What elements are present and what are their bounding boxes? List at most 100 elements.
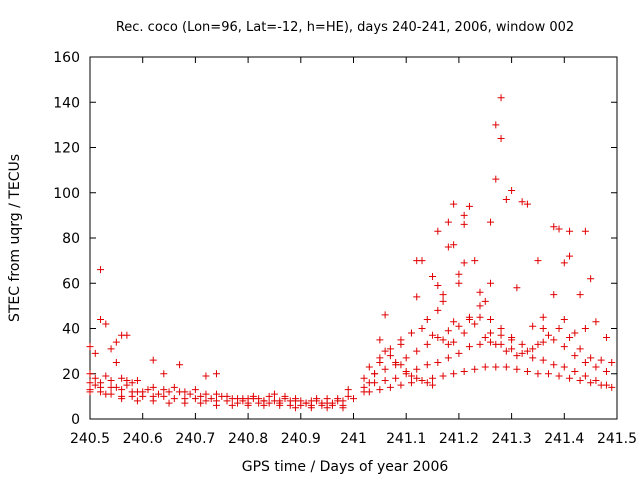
data-point xyxy=(513,365,521,373)
data-point xyxy=(497,134,505,142)
data-point xyxy=(571,352,579,360)
data-point xyxy=(444,354,452,362)
data-point xyxy=(434,306,442,314)
data-point xyxy=(91,349,99,357)
data-point xyxy=(581,358,589,366)
data-point xyxy=(576,345,584,353)
data-point xyxy=(429,331,437,339)
data-point xyxy=(465,343,473,351)
data-point xyxy=(497,94,505,102)
data-point xyxy=(429,381,437,389)
data-point xyxy=(413,347,421,355)
data-point xyxy=(465,202,473,210)
data-point xyxy=(523,200,531,208)
plot-area xyxy=(89,56,618,420)
data-point xyxy=(91,381,99,389)
data-point xyxy=(476,288,484,296)
data-point xyxy=(155,390,163,398)
data-point xyxy=(365,363,373,371)
data-point xyxy=(544,370,552,378)
data-point xyxy=(544,331,552,339)
data-point xyxy=(497,331,505,339)
data-point xyxy=(276,401,284,409)
data-point xyxy=(286,401,294,409)
data-point xyxy=(212,370,220,378)
data-point xyxy=(202,397,210,405)
data-point xyxy=(191,395,199,403)
data-point xyxy=(191,386,199,394)
data-point xyxy=(444,243,452,251)
data-point xyxy=(360,383,368,391)
data-point xyxy=(476,340,484,348)
data-point xyxy=(202,390,210,398)
data-point xyxy=(450,318,458,326)
chart-title: Rec. coco (Lon=96, Lat=-12, h=HE), days … xyxy=(116,20,574,35)
data-point xyxy=(492,363,500,371)
x-tick-label: 241.3 xyxy=(492,431,532,447)
data-point xyxy=(571,329,579,337)
data-point xyxy=(576,377,584,385)
data-point xyxy=(160,370,168,378)
data-point xyxy=(228,401,236,409)
data-point xyxy=(197,399,205,407)
data-point xyxy=(407,379,415,387)
data-point xyxy=(450,338,458,346)
data-point xyxy=(144,386,152,394)
data-point xyxy=(608,358,616,366)
data-point xyxy=(160,392,168,400)
data-point xyxy=(550,336,558,344)
data-point xyxy=(376,336,384,344)
data-point xyxy=(513,352,521,360)
data-point xyxy=(450,241,458,249)
data-point xyxy=(460,211,468,219)
data-point xyxy=(508,186,516,194)
data-point xyxy=(107,377,115,385)
data-point xyxy=(550,223,558,231)
data-point xyxy=(339,404,347,412)
data-point xyxy=(508,336,516,344)
y-axis: 0 20 40 60 80 100 120 140 160 xyxy=(53,50,617,428)
data-point xyxy=(112,383,120,391)
data-points xyxy=(86,94,616,412)
y-tick-label: 80 xyxy=(62,231,80,247)
data-point xyxy=(460,259,468,267)
data-point xyxy=(376,354,384,362)
data-point xyxy=(118,395,126,403)
data-point xyxy=(539,313,547,321)
data-point xyxy=(487,315,495,323)
data-point xyxy=(112,358,120,366)
data-point xyxy=(413,293,421,301)
data-point xyxy=(566,334,574,342)
x-tick-label: 241.2 xyxy=(439,431,479,447)
data-point xyxy=(455,322,463,330)
y-tick-label: 60 xyxy=(62,276,80,292)
data-point xyxy=(297,401,305,409)
data-point xyxy=(592,377,600,385)
data-point xyxy=(186,390,194,398)
data-point xyxy=(228,395,236,403)
data-point xyxy=(602,334,610,342)
data-point xyxy=(566,227,574,235)
data-point xyxy=(249,392,257,400)
data-point xyxy=(534,340,542,348)
data-point xyxy=(86,379,94,387)
data-point xyxy=(118,386,126,394)
data-point xyxy=(566,252,574,260)
data-point xyxy=(97,388,105,396)
data-point xyxy=(502,363,510,371)
data-point xyxy=(597,356,605,364)
data-point xyxy=(112,338,120,346)
data-point xyxy=(149,383,157,391)
x-tick-label: 240.5 xyxy=(70,431,110,447)
data-point xyxy=(181,399,189,407)
data-point xyxy=(133,397,141,405)
data-point xyxy=(407,372,415,380)
data-point xyxy=(476,313,484,321)
data-point xyxy=(239,395,247,403)
data-point xyxy=(397,340,405,348)
data-point xyxy=(529,345,537,353)
data-point xyxy=(402,354,410,362)
data-point xyxy=(265,392,273,400)
data-point xyxy=(381,347,389,355)
data-point xyxy=(455,279,463,287)
